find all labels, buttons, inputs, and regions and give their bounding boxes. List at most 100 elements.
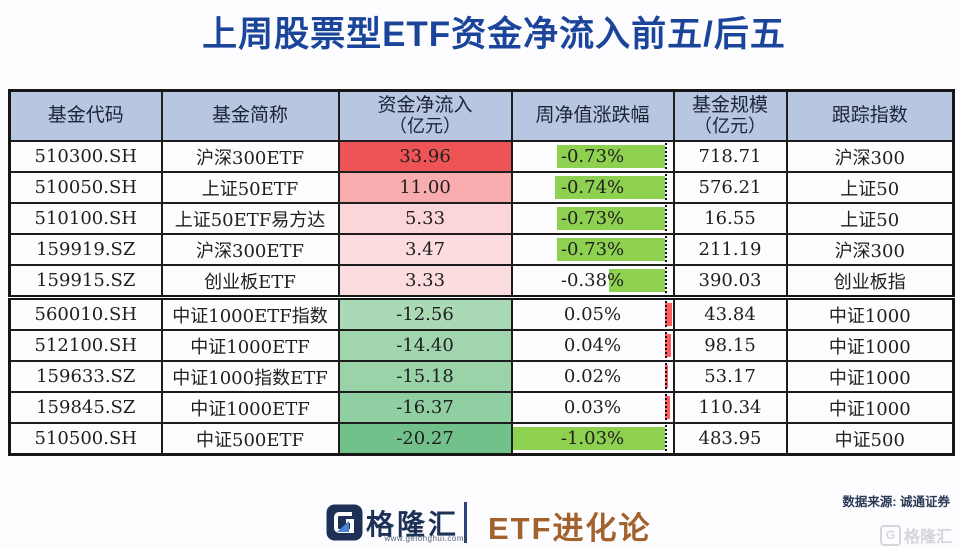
tracking-index-cell: 中证500 bbox=[785, 422, 955, 456]
fund-code-cell: 560010.SH bbox=[8, 295, 163, 331]
fund-scale-cell: 53.17 bbox=[672, 360, 788, 393]
fund-name-cell: 中证1000ETF bbox=[160, 329, 340, 362]
column-header-5: 跟踪指数 bbox=[785, 89, 955, 142]
etf-flow-table: 基金代码 基金简称 资金净流入 （亿元） 周净值涨跌幅 基金规模 （亿元） 跟踪指数 5103… bbox=[8, 89, 955, 456]
nav-change-cell: -0.73% bbox=[510, 233, 675, 266]
tracking-index-cell: 上证50 bbox=[785, 171, 955, 204]
brand-name: 格隆汇 bbox=[366, 509, 460, 540]
tracking-index-cell: 中证1000 bbox=[785, 391, 955, 424]
column-header-unit: （亿元） bbox=[389, 115, 461, 137]
nav-change-cell: -0.74% bbox=[510, 171, 675, 204]
table-row: 512100.SH 中证1000ETF -14.40 0.04% 98.15 中证1000 bbox=[8, 329, 955, 362]
nav-change-cell: -0.73% bbox=[510, 202, 675, 235]
fund-code-cell: 510100.SH bbox=[8, 202, 163, 235]
databar-axis-line bbox=[665, 394, 668, 421]
databar bbox=[556, 238, 666, 261]
table-row: 159633.SZ 中证1000指数ETF -15.18 0.02% 53.17 中证10… bbox=[8, 360, 955, 393]
fund-name-cell: 上证50ETF易方达 bbox=[160, 202, 340, 235]
brand-url: www.gelonghui.com bbox=[384, 534, 464, 543]
fund-name-cell: 沪深300ETF bbox=[160, 140, 340, 173]
databar bbox=[513, 427, 666, 450]
table-row: 510050.SH 上证50ETF 11.00 -0.74% 576.21 上证50 bbox=[8, 171, 955, 204]
nav-change-value: 0.05% bbox=[563, 304, 622, 325]
databar-axis-line bbox=[665, 143, 668, 170]
etf-evolution-label: ETF进化论 bbox=[488, 511, 652, 546]
nav-change-value: 0.02% bbox=[563, 366, 622, 387]
fund-code-cell: 510300.SH bbox=[8, 140, 163, 173]
tracking-index-cell: 中证1000 bbox=[785, 329, 955, 362]
nav-change-value: -0.74% bbox=[560, 177, 625, 198]
fund-code-cell: 159633.SZ bbox=[8, 360, 163, 393]
table-row: 159919.SZ 沪深300ETF 3.47 -0.73% 211.19 沪深300 bbox=[8, 233, 955, 266]
databar bbox=[608, 269, 666, 292]
table-row: 510100.SH 上证50ETF易方达 5.33 -0.73% 16.55 上证50 bbox=[8, 202, 955, 235]
fund-scale-cell: 98.15 bbox=[672, 329, 788, 362]
databar bbox=[665, 303, 672, 326]
column-header-2: 资金净流入 （亿元） bbox=[337, 89, 513, 142]
column-header-label: 跟踪指数 bbox=[831, 104, 908, 127]
net-flow-cell: -14.40 bbox=[337, 329, 513, 362]
fund-scale-cell: 43.84 bbox=[672, 295, 788, 331]
nav-change-cell: 0.03% bbox=[510, 391, 675, 424]
column-header-unit: （亿元） bbox=[694, 115, 766, 137]
fund-scale-cell: 390.03 bbox=[672, 264, 788, 299]
databar-axis-line bbox=[665, 174, 668, 201]
column-header-1: 基金简称 bbox=[160, 89, 340, 142]
net-flow-cell: 33.96 bbox=[337, 140, 513, 173]
databar-axis-line bbox=[665, 332, 668, 359]
databar bbox=[665, 334, 671, 357]
table-row: 510300.SH 沪深300ETF 33.96 -0.73% 718.71 沪深300 bbox=[8, 140, 955, 173]
fund-scale-cell: 16.55 bbox=[672, 202, 788, 235]
nav-change-cell: -0.38% bbox=[510, 264, 675, 299]
nav-change-value: -0.73% bbox=[560, 208, 625, 229]
table-row: 159845.SZ 中证1000ETF -16.37 0.03% 110.34 中证100… bbox=[8, 391, 955, 424]
watermark-text: 格隆汇 bbox=[903, 529, 952, 546]
watermark-g-icon: G bbox=[879, 524, 901, 546]
fund-name-cell: 中证500ETF bbox=[160, 422, 340, 456]
databar bbox=[665, 396, 670, 419]
fund-code-cell: 510500.SH bbox=[8, 422, 163, 456]
net-flow-cell: 5.33 bbox=[337, 202, 513, 235]
net-flow-cell: 3.47 bbox=[337, 233, 513, 266]
tracking-index-cell: 沪深300 bbox=[785, 140, 955, 173]
data-source-note: 数据来源: 诚通证券 bbox=[842, 495, 950, 509]
fund-code-cell: 159919.SZ bbox=[8, 233, 163, 266]
databar-axis-line bbox=[665, 205, 668, 232]
fund-code-cell: 159915.SZ bbox=[8, 264, 163, 299]
fund-code-cell: 510050.SH bbox=[8, 171, 163, 204]
nav-change-value: -0.73% bbox=[560, 239, 625, 260]
column-header-label: 基金简称 bbox=[211, 104, 288, 127]
nav-change-cell: -0.73% bbox=[510, 140, 675, 173]
databar-axis-line bbox=[665, 424, 668, 453]
net-flow-cell: 11.00 bbox=[337, 171, 513, 204]
column-header-label: 基金规模 bbox=[691, 93, 768, 116]
gelonghui-logo-icon bbox=[326, 504, 363, 545]
fund-code-cell: 512100.SH bbox=[8, 329, 163, 362]
databar-axis-line bbox=[665, 266, 668, 296]
nav-change-cell: -1.03% bbox=[510, 422, 675, 456]
column-header-label: 周净值涨跌幅 bbox=[535, 104, 650, 127]
databar-axis-line bbox=[665, 302, 668, 329]
nav-change-value: 0.03% bbox=[563, 397, 622, 418]
table-row: 560010.SH 中证1000ETF指数 -12.56 0.05% 43.84 中证10… bbox=[8, 295, 955, 331]
tracking-index-cell: 创业板指 bbox=[785, 264, 955, 299]
fund-name-cell: 上证50ETF bbox=[160, 171, 340, 204]
nav-change-cell: 0.05% bbox=[510, 295, 675, 331]
page-title: 上周股票型ETF资金净流入前五/后五 bbox=[202, 15, 786, 54]
tracking-index-cell: 上证50 bbox=[785, 202, 955, 235]
net-flow-cell: 3.33 bbox=[337, 264, 513, 299]
fund-name-cell: 中证1000ETF指数 bbox=[160, 295, 340, 331]
tracking-index-cell: 沪深300 bbox=[785, 233, 955, 266]
column-header-4: 基金规模 （亿元） bbox=[672, 89, 788, 142]
fund-code-cell: 159845.SZ bbox=[8, 391, 163, 424]
databar-axis-line bbox=[665, 363, 668, 390]
fund-scale-cell: 110.34 bbox=[672, 391, 788, 424]
net-flow-cell: -12.56 bbox=[337, 295, 513, 331]
table-row: 159915.SZ 创业板ETF 3.33 -0.38% 390.03 创业板指 bbox=[8, 264, 955, 299]
table-row: 510500.SH 中证500ETF -20.27 -1.03% 483.95 中证500 bbox=[8, 422, 955, 456]
databar-axis-line bbox=[665, 236, 668, 263]
fund-scale-cell: 211.19 bbox=[672, 233, 788, 266]
nav-change-value: -0.73% bbox=[560, 146, 625, 167]
fund-name-cell: 中证1000指数ETF bbox=[160, 360, 340, 393]
footer-divider bbox=[464, 502, 467, 543]
